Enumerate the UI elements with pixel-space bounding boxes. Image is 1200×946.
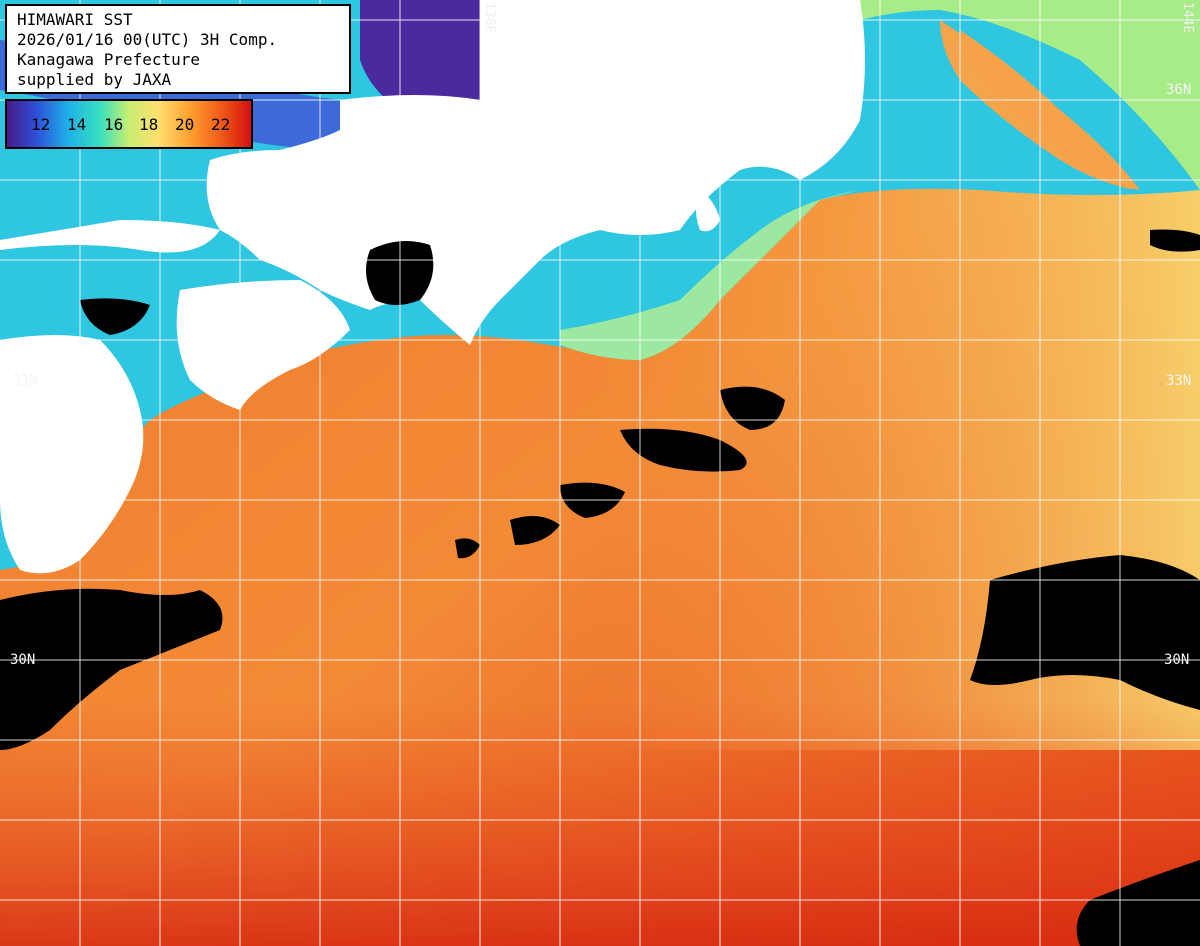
cloud-mask-seto [80,298,150,335]
cloud-mask-east-island [720,386,785,430]
chugoku-land [0,220,220,253]
cool-green-band [560,190,860,360]
izu-peninsula [696,190,720,232]
southern-warm-band [0,700,1200,946]
shikoku-land [176,280,350,410]
data-credit: supplied by JAXA [17,70,172,89]
cloud-mask-se [970,555,1200,710]
lon-label-144e: 144E [1180,2,1195,34]
cloud-mask-patch-c [455,538,480,559]
color-bar-tick: 16 [104,115,124,134]
color-bar-tick: 18 [139,115,159,134]
northeast-green-water [860,0,1200,190]
lon-label-136e: 136E [482,2,497,34]
cloud-mask-patch-b [510,516,560,545]
lat-label-36n: 36N [1166,82,1192,98]
lat-label-33n-west: 33N [12,373,38,389]
product-title: HIMAWARI SST [17,10,133,29]
observation-time: 2026/01/16 00(UTC) 3H Comp. [17,30,278,49]
lat-label-30n-west: 30N [10,652,36,668]
color-bar-tick: 22 [211,115,231,134]
map-info-box: HIMAWARI SST 2026/01/16 00(UTC) 3H Comp.… [5,4,351,94]
temperature-color-bar: 12 14 16 18 20 22 [5,99,253,149]
lat-label-30n-east: 30N [1164,652,1190,668]
northeast-plume-core [960,30,1130,190]
color-bar-tick: 14 [67,115,87,134]
cloud-mask-central [620,428,747,472]
color-bar-gradient [7,101,251,147]
region-name: Kanagawa Prefecture [17,50,201,69]
cloud-mask-sw [0,588,223,750]
cloud-mask-patch-d [1150,229,1200,252]
cloud-mask-bottom-right [1076,860,1200,946]
very-cold-bay [360,0,480,114]
color-bar-tick: 12 [31,115,51,134]
color-bar-tick: 20 [175,115,195,134]
kyushu-land [0,335,144,574]
lat-label-33n: 33N [1166,373,1192,389]
